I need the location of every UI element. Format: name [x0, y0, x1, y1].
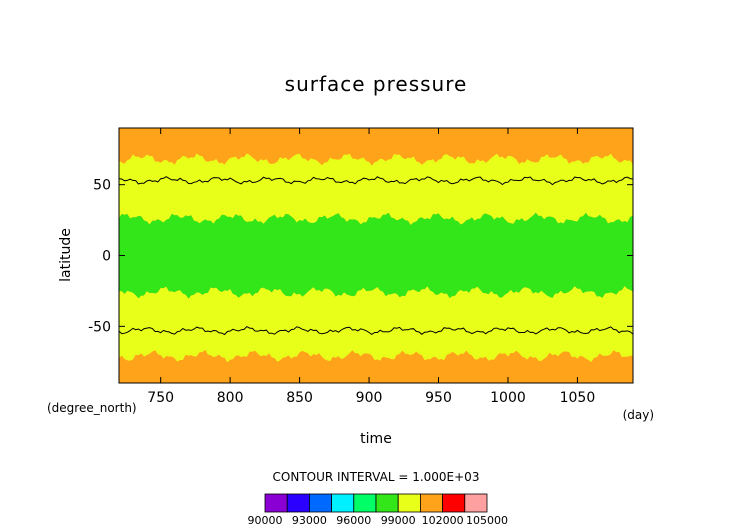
- x-tick-label: 900: [356, 390, 383, 406]
- x-tick-label: 950: [425, 390, 452, 406]
- colorbar-tick-label: 93000: [292, 514, 327, 527]
- colorbar-swatch: [419, 493, 443, 513]
- colorbar-tick-label: 96000: [336, 514, 371, 527]
- y-axis-label: latitude: [58, 228, 74, 282]
- colorbar-tick-label: 105000: [466, 514, 508, 527]
- x-axis-ticks: 750 800 850 900 950 1000 1050: [147, 128, 595, 406]
- x-tick-label: 1050: [560, 390, 596, 406]
- colorbar: 90000 93000 96000 99000 102000 105000: [248, 493, 508, 527]
- y-axis-ticks: -50 0 50: [88, 178, 633, 335]
- y-axis-unit: (degree_north): [47, 401, 137, 415]
- colorbar-swatch: [308, 493, 332, 513]
- colorbar-swatch: [286, 493, 310, 513]
- x-axis-label: time: [360, 431, 392, 447]
- pressure-band: [119, 286, 633, 363]
- colorbar-swatch: [264, 493, 288, 513]
- y-tick-label: -50: [88, 319, 111, 335]
- contour-line-north-101500: [118, 176, 634, 186]
- x-tick-label: 1000: [490, 390, 526, 406]
- pressure-band: [119, 212, 633, 299]
- colorbar-swatch: [464, 493, 488, 513]
- colorbar-tick-label: 90000: [248, 514, 283, 527]
- x-tick-label: 750: [147, 390, 174, 406]
- y-tick-label: 0: [102, 249, 111, 265]
- pressure-band: [119, 153, 633, 225]
- colorbar-tick-label: 99000: [381, 514, 416, 527]
- y-tick-label: 50: [93, 178, 111, 194]
- contour-line-south-101500: [118, 325, 634, 336]
- pressure-band: [119, 128, 633, 166]
- pressure-bands: [119, 128, 633, 383]
- contour-lines: [118, 176, 634, 336]
- x-tick-label: 850: [286, 390, 313, 406]
- chart-title: surface pressure: [285, 72, 468, 96]
- colorbar-swatch: [375, 493, 399, 513]
- contour-interval-text: CONTOUR INTERVAL = 1.000E+03: [273, 470, 480, 484]
- x-axis-unit: (day): [623, 408, 654, 422]
- colorbar-swatch: [442, 493, 466, 513]
- colorbar-tick-label: 102000: [422, 514, 464, 527]
- colorbar-swatch: [397, 493, 421, 513]
- plot-area: [118, 127, 634, 384]
- x-tick-label: 800: [217, 390, 244, 406]
- colorbar-swatch: [353, 493, 377, 513]
- pressure-band: [119, 349, 633, 383]
- colorbar-swatch: [331, 493, 355, 513]
